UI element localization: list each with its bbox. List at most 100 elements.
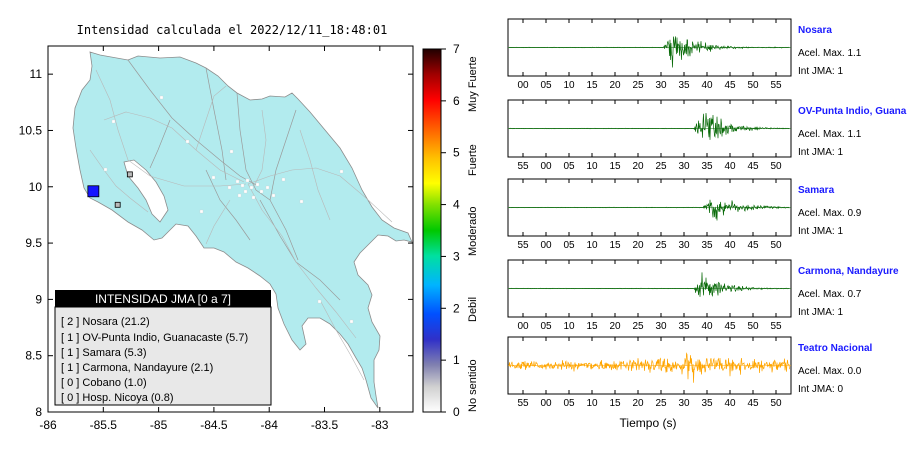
waveform-tick-label: 55 [517, 398, 529, 409]
colorbar-ticks: 0 1 2 3 4 5 6 7 [441, 42, 460, 419]
waveform-tick-label: 00 [540, 161, 552, 172]
map-y-tick-label: 10 [29, 180, 43, 194]
map-y-tick-label: 8 [35, 405, 42, 419]
waveform-panel: 55 00 05 10 15 20 25 30 35 40 45 50 OV-Punta Indio, … [507, 99, 907, 172]
map-x-tick-label: -83.5 [311, 418, 339, 432]
waveform-tick-label: 00 [517, 80, 529, 91]
colorbar-label-moderado: Moderado [467, 206, 479, 256]
colorbar-tick-label: 1 [453, 353, 460, 367]
colorbar-label-no-sentido: No sentido [467, 359, 479, 412]
waveform-tick-label: 25 [632, 80, 644, 91]
waveform-tick-label: 10 [586, 398, 598, 409]
waveform-tick-label: 15 [609, 398, 621, 409]
intensity-marker [126, 171, 133, 178]
time-axis-label: Tiempo (s) [620, 416, 677, 430]
colorbar-tick-label: 2 [453, 301, 460, 315]
waveform-tick-label: 40 [724, 398, 736, 409]
intensity-marker [114, 201, 121, 208]
colorbar-label-muy-fuerte: Muy Fuerte [467, 56, 479, 112]
station-name: Nosara [798, 25, 832, 36]
legend-item: [ 1 ] OV-Punta Indio, Guanacaste (5.7) [61, 332, 248, 344]
waveform-tick-label: 30 [678, 161, 690, 172]
waveform-tick-label: 15 [586, 80, 598, 91]
map-x-tick-label: -84.5 [200, 418, 228, 432]
waveform-tick-label: 35 [701, 240, 713, 251]
waveform-panel: 55 00 05 10 15 20 25 30 35 40 45 50 Teatro Nacional A… [507, 336, 872, 409]
colorbar-tick-label: 4 [453, 198, 460, 212]
waveform-tick-label: 30 [678, 240, 690, 251]
waveform-tick-label: 10 [563, 80, 575, 91]
waveform-trace [509, 199, 790, 221]
waveform-tick-label: 55 [770, 321, 782, 332]
waveform-tick-label: 45 [747, 240, 759, 251]
map-y-tick-label: 9.5 [25, 236, 42, 250]
waveform-tick-label: 25 [632, 321, 644, 332]
waveform-panel: 00 05 10 15 20 25 30 35 40 45 50 55 Nosara Acel. Max.… [507, 18, 862, 91]
jma-intensity-label: Int JMA: 1 [798, 66, 843, 77]
jma-intensity-label: Int JMA: 1 [798, 147, 843, 158]
waveform-tick-label: 45 [724, 321, 736, 332]
colorbar-tick-label: 0 [453, 405, 460, 419]
acel-max-label: Acel. Max. 1.1 [798, 48, 862, 59]
waveform-tick-label: 05 [563, 398, 575, 409]
station-name: Samara [798, 185, 835, 196]
waveform-tick-label: 35 [678, 80, 690, 91]
waveform-tick-label: 00 [540, 398, 552, 409]
waveform-panel: 00 05 10 15 20 25 30 35 40 45 50 55 Carmona, Nandayu… [507, 259, 899, 332]
station-name: Teatro Nacional [798, 343, 872, 354]
intensity-markers [87, 171, 133, 208]
acel-max-label: Acel. Max. 0.9 [798, 208, 862, 219]
waveform-tick-label: 20 [632, 161, 644, 172]
map-x-axis: -86 -85.5 -85 -84.5 -84 -83.5 -83 [39, 46, 389, 432]
waveform-tick-label: 25 [655, 398, 667, 409]
intensity-legend: INTENSIDAD JMA [0 a 7] [ 2 ] Nosara (21.… [54, 290, 272, 406]
waveform-tick-label: 05 [563, 240, 575, 251]
legend-body [54, 306, 272, 406]
waveform-tick-label: 05 [563, 161, 575, 172]
map-y-tick-label: 11 [30, 67, 43, 81]
intensity-marker [87, 185, 100, 198]
map-y-tick-label: 10.5 [19, 123, 43, 137]
map-x-tick-label: -83 [371, 418, 389, 432]
waveform-tick-label: 15 [586, 321, 598, 332]
waveform-tick-label: 30 [678, 398, 690, 409]
waveform-tick-label: 10 [563, 321, 575, 332]
road-network [89, 69, 393, 381]
colorbar-tick-label: 3 [453, 249, 460, 263]
acel-max-label: Acel. Max. 0.7 [798, 289, 862, 300]
waveform-tick-label: 55 [770, 80, 782, 91]
legend-header [55, 290, 271, 307]
colorbar-tick-label: 7 [453, 42, 460, 56]
waveform-tick-label: 45 [747, 398, 759, 409]
waveform-tick-label: 50 [747, 321, 759, 332]
waveform-tick-label: 40 [724, 240, 736, 251]
colorbar-tick-label: 6 [453, 94, 460, 108]
waveform-tick-label: 50 [770, 398, 782, 409]
station-cluster [103, 95, 354, 324]
gulf-of-nicoya [123, 159, 169, 223]
colorbar-label-debil: Debil [467, 297, 479, 322]
waveform-tick-label: 10 [586, 240, 598, 251]
waveform-tick-label: 45 [724, 80, 736, 91]
waveform-tick-label: 50 [770, 161, 782, 172]
waveform-tick-label: 20 [632, 240, 644, 251]
acel-max-label: Acel. Max. 0.0 [798, 366, 862, 377]
map-x-tick-label: -84 [261, 418, 279, 432]
waveform-panels: 00 05 10 15 20 25 30 35 40 45 50 55 Nosara Acel. Max.… [507, 18, 907, 409]
waveform-tick-label: 05 [540, 80, 552, 91]
colorbar-label-fuerte: Fuerte [467, 144, 479, 176]
acel-max-label: Acel. Max. 1.1 [798, 129, 862, 140]
waveform-tick-label: 35 [678, 321, 690, 332]
waveform-tick-label: 55 [517, 161, 529, 172]
waveform-tick-label: 50 [747, 80, 759, 91]
waveform-tick-label: 00 [540, 240, 552, 251]
waveform-tick-label: 15 [609, 240, 621, 251]
waveform-tick-label: 40 [701, 321, 713, 332]
waveform-tick-label: 45 [747, 161, 759, 172]
costa-rica-landmass [72, 51, 413, 409]
map-title: Intensidad calculada el 2022/12/11_18:48… [77, 23, 388, 37]
jma-intensity-label: Int JMA: 0 [798, 384, 843, 395]
jma-intensity-label: Int JMA: 1 [798, 307, 843, 318]
colorbar-tick-label: 5 [453, 146, 460, 160]
